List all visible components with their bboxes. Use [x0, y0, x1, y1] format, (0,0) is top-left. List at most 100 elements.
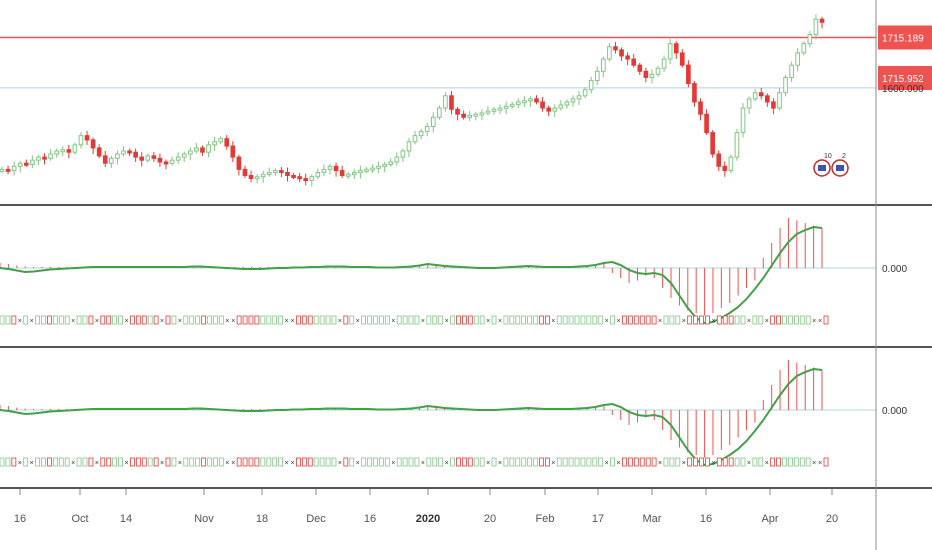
- status-marker: [473, 315, 479, 325]
- status-marker: [586, 457, 592, 467]
- status-marker: [734, 315, 740, 325]
- status-marker-x: ×: [747, 318, 751, 325]
- status-marker: [651, 315, 657, 325]
- candle-body: [339, 170, 345, 176]
- status-marker: [130, 315, 135, 325]
- status-marker: [610, 457, 615, 467]
- candle-body: [783, 76, 788, 94]
- status-marker: [699, 315, 704, 325]
- status-marker: [41, 457, 46, 467]
- status-marker: [521, 457, 527, 467]
- status-marker: [758, 457, 764, 467]
- status-marker: [776, 315, 781, 325]
- oscillator-pane-1: × × × × × × × × × × × × × × × × × × × × × × × × × × × × 0.000: [0, 218, 907, 325]
- status-marker: [100, 457, 106, 467]
- candle-body: [765, 95, 770, 103]
- candle-body: [279, 170, 284, 174]
- candle-body: [102, 155, 108, 164]
- status-marker: [343, 315, 349, 325]
- status-marker: [307, 457, 313, 467]
- time-tick-label: 16: [14, 513, 26, 525]
- status-marker: [693, 457, 698, 467]
- status-marker: [805, 457, 811, 467]
- candle-body: [418, 130, 424, 137]
- candle-body: [30, 159, 35, 165]
- status-marker: [592, 457, 598, 467]
- status-marker: [740, 457, 746, 467]
- status-marker: [213, 457, 218, 467]
- status-marker: [479, 315, 485, 325]
- status-marker: [189, 457, 195, 467]
- status-marker: [450, 315, 455, 325]
- candle-body: [364, 168, 369, 172]
- candle-body: [194, 147, 199, 152]
- candle-body: [303, 178, 309, 182]
- status-marker: [479, 457, 485, 467]
- candle-body: [382, 163, 387, 167]
- status-marker: [622, 315, 627, 325]
- candle-body: [376, 165, 381, 169]
- status-marker: [527, 315, 532, 325]
- candle-body: [752, 92, 758, 100]
- status-marker: [147, 315, 153, 325]
- status-marker: [503, 457, 509, 467]
- candle-body: [206, 144, 211, 153]
- status-marker: [5, 315, 11, 325]
- status-marker: [521, 315, 527, 325]
- status-marker: [135, 315, 141, 325]
- time-tick-label: 17: [592, 513, 604, 525]
- status-marker: [622, 457, 627, 467]
- status-marker: [100, 315, 106, 325]
- status-marker: [396, 457, 402, 467]
- status-marker: [592, 315, 598, 325]
- status-marker-x: ×: [71, 460, 75, 467]
- event-badge-label: 2: [842, 153, 846, 160]
- status-marker: [568, 315, 574, 325]
- candle-body: [455, 108, 460, 115]
- status-marker: [313, 315, 319, 325]
- status-marker: [645, 457, 651, 467]
- status-marker: [64, 457, 70, 467]
- status-marker: [141, 457, 147, 467]
- candle-body: [503, 105, 509, 109]
- status-marker-x: ×: [605, 318, 609, 325]
- status-marker: [165, 315, 171, 325]
- status-marker: [58, 315, 64, 325]
- status-marker-x: ×: [747, 460, 751, 467]
- status-marker: [349, 315, 355, 325]
- candle-body: [406, 141, 412, 152]
- candle-body: [625, 55, 630, 60]
- candle-body: [139, 156, 145, 161]
- status-marker: [509, 315, 515, 325]
- status-marker: [361, 315, 367, 325]
- status-marker: [47, 315, 52, 325]
- pane-separator: [0, 204, 932, 206]
- candle-body: [23, 162, 29, 166]
- status-marker: [0, 315, 5, 325]
- status-marker: [218, 457, 224, 467]
- time-tick-label: Dec: [306, 513, 326, 525]
- status-marker: [343, 457, 349, 467]
- status-marker: [663, 315, 669, 325]
- status-marker: [705, 457, 710, 467]
- status-marker: [782, 315, 787, 325]
- candle-body: [90, 139, 96, 149]
- candle-body: [467, 114, 473, 118]
- status-marker: [432, 457, 438, 467]
- candle-body: [449, 95, 454, 110]
- candle-body: [777, 92, 782, 109]
- candle-body: [394, 156, 400, 163]
- status-marker: [384, 315, 390, 325]
- candle-body: [151, 155, 157, 159]
- status-marker: [515, 315, 521, 325]
- candle-body: [552, 107, 558, 112]
- event-badge-flag: [836, 165, 844, 171]
- status-marker: [378, 315, 384, 325]
- status-marker-x: ×: [765, 460, 769, 467]
- candle-body: [515, 101, 521, 105]
- status-marker: [586, 315, 592, 325]
- status-marker: [675, 457, 681, 467]
- candle-body: [716, 153, 722, 167]
- candle-body: [570, 98, 576, 103]
